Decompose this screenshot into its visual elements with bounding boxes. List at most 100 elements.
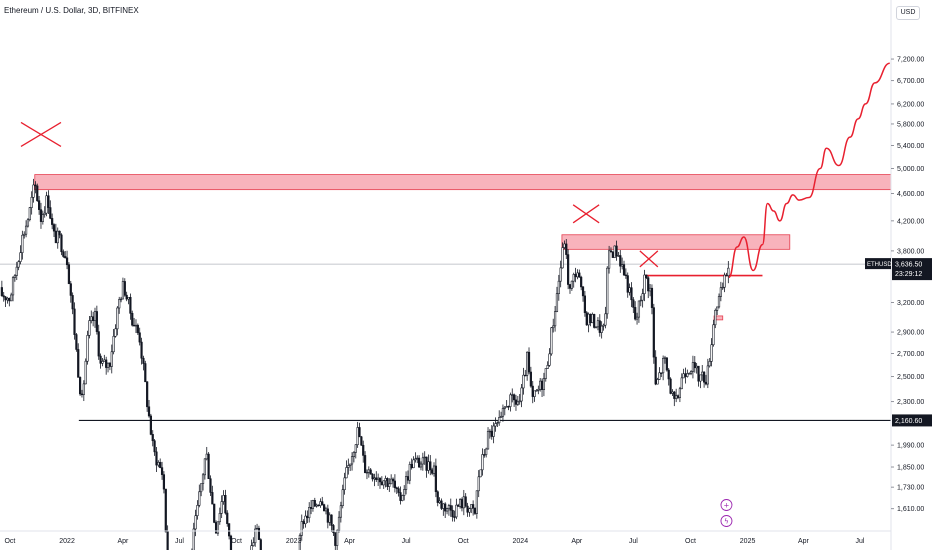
candle (438, 497, 441, 504)
candle-body (75, 334, 78, 350)
candle (656, 377, 659, 385)
candle-body (121, 281, 125, 300)
time-tick-label: Apr (798, 538, 810, 545)
candle (572, 272, 575, 288)
candle (630, 282, 633, 308)
candle (559, 260, 562, 288)
candle (88, 315, 91, 339)
candle (697, 365, 700, 387)
candle (613, 245, 616, 259)
candle-body (526, 351, 529, 376)
candle (509, 392, 512, 412)
candle-body (47, 195, 50, 208)
candle-body (565, 243, 568, 255)
candle (24, 220, 28, 238)
candle-body (472, 504, 475, 509)
candle (365, 469, 369, 480)
candle (634, 301, 637, 321)
time-tick-label: 2022 (59, 538, 75, 545)
candle-body (591, 313, 594, 324)
candle-body (641, 293, 644, 301)
candle (144, 360, 147, 383)
candle (19, 245, 22, 265)
candle (51, 213, 54, 230)
candle (26, 218, 30, 228)
candle (701, 365, 704, 381)
event-icons[interactable]: +ϟ (720, 499, 733, 527)
candle (527, 347, 531, 375)
candle (84, 358, 87, 385)
candle-body (673, 391, 676, 399)
candle-body (131, 313, 134, 326)
candle-body (444, 503, 447, 512)
candle (472, 500, 475, 516)
candle-body (410, 464, 413, 469)
candle (524, 369, 527, 377)
candle (354, 444, 357, 459)
candle (131, 310, 134, 327)
candle-body (382, 480, 385, 486)
dividend-icon[interactable]: + (720, 499, 733, 511)
candle-body (363, 455, 367, 473)
candle-body (550, 327, 553, 355)
candle (706, 358, 709, 389)
candle (95, 305, 98, 335)
lightning-icon[interactable]: ϟ (720, 515, 733, 527)
candle-body (462, 496, 465, 509)
candle-body (600, 325, 603, 333)
candle-body (166, 531, 169, 550)
candle (377, 473, 380, 486)
candle-body (17, 261, 20, 268)
candle (13, 274, 17, 282)
candle (483, 449, 486, 458)
candle (553, 306, 557, 332)
candle-body (352, 452, 356, 457)
candle-body (337, 516, 341, 531)
candle-body (539, 380, 542, 390)
candle-body (194, 515, 197, 530)
candle (654, 350, 657, 386)
candle-body (676, 395, 680, 398)
candle (568, 284, 572, 294)
time-tick-label: Oct (231, 538, 242, 545)
candle (481, 448, 484, 476)
candle-body (447, 505, 451, 509)
candle-body (321, 501, 324, 505)
candle-body (453, 516, 456, 518)
candle (404, 471, 408, 495)
time-tick-label: Jul (402, 538, 411, 545)
candle (611, 251, 614, 258)
time-tick-label: Apr (117, 538, 129, 545)
price-tick-label: 4,600.00 (897, 191, 924, 198)
candle-body (358, 427, 361, 438)
candle-body (613, 245, 616, 258)
candle-body (414, 458, 417, 461)
candle (15, 261, 18, 281)
price-axis[interactable]: 7,200.00 6,700.00 6,200.00 5,800.00 5,400.00… (865, 0, 932, 550)
candle (714, 308, 717, 329)
candle-body (585, 312, 588, 326)
candle (108, 362, 112, 371)
candle (593, 313, 596, 329)
candle-body (656, 379, 659, 385)
candle-body (609, 250, 613, 253)
currency-selector[interactable]: USD (896, 6, 920, 20)
candle (80, 389, 84, 398)
candle (326, 504, 329, 529)
price-tick-label: 4,200.00 (897, 218, 924, 225)
time-axis[interactable]: Oct 2022 Apr Jul Oct 2023 Apr Jul Oct 2024 Apr Jul O… (0, 530, 891, 545)
candle-body (308, 507, 311, 519)
candle (218, 507, 221, 525)
candle (67, 262, 71, 285)
candle-body (146, 381, 149, 408)
candle (557, 274, 560, 301)
candle (406, 470, 410, 484)
candle-body (21, 234, 24, 253)
candle (686, 369, 689, 378)
candle-body (522, 374, 525, 389)
candle-body (404, 476, 408, 490)
candle-body (634, 307, 637, 320)
rejection-x-mark-2 (639, 250, 659, 268)
candle (423, 451, 426, 465)
